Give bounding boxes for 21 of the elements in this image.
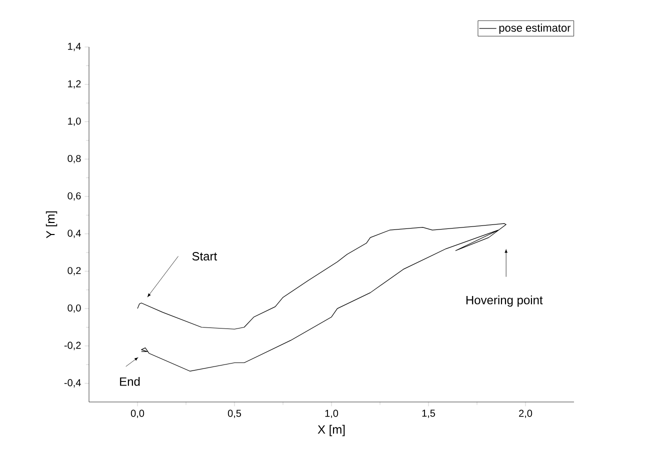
y-tick-label: 0,0 xyxy=(68,304,81,313)
annotation: Hovering point xyxy=(466,296,543,307)
y-tick-label: -0,4 xyxy=(64,379,81,388)
y-tick-label: 0,6 xyxy=(68,192,81,201)
y-tick-label: 0,2 xyxy=(68,267,81,276)
y-tick-label: 1,2 xyxy=(68,80,81,88)
x-tick-label: 2,0 xyxy=(519,410,532,418)
y-tick-label: -0,2 xyxy=(64,342,81,350)
y-axis-title: Y [m] xyxy=(46,211,58,238)
x-tick-label: 0,5 xyxy=(228,410,242,418)
y-tick-label: 0,8 xyxy=(68,154,81,164)
y-tick-label: 1,4 xyxy=(68,42,81,52)
y-tick-label: 1,0 xyxy=(68,118,81,126)
x-tick-label: 1,5 xyxy=(422,410,436,418)
annotation: End xyxy=(120,377,140,386)
x-tick-label: 1,0 xyxy=(325,410,338,418)
legend-label: pose estimator xyxy=(499,24,571,34)
y-tick-label: 0,4 xyxy=(68,230,81,238)
annotation: Start xyxy=(192,252,218,260)
x-axis-title: X [m] xyxy=(318,424,345,436)
x-tick-label: 0,0 xyxy=(130,410,144,418)
